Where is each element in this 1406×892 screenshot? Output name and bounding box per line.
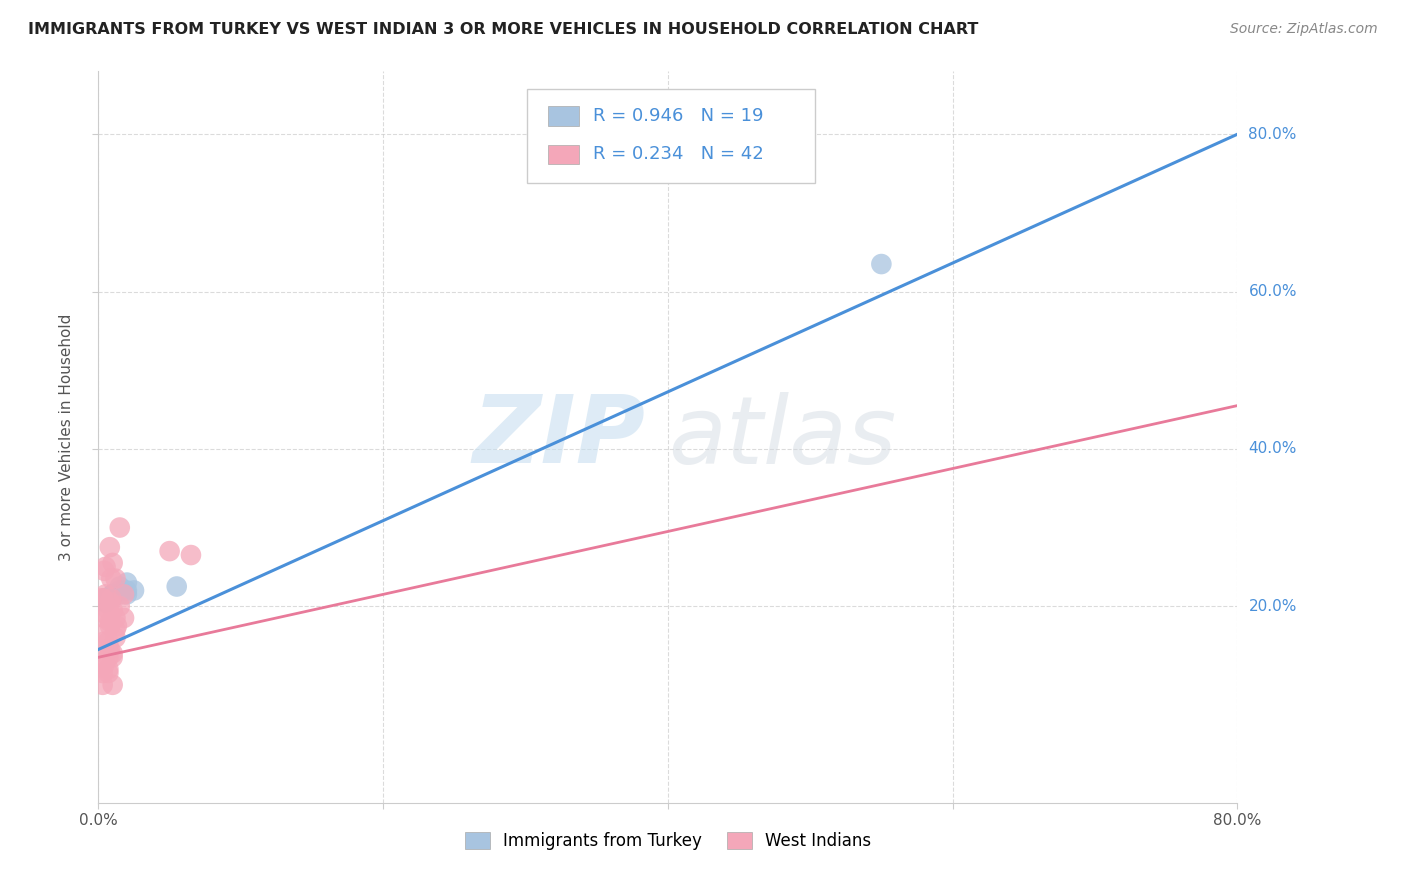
Point xyxy=(93,564,115,578)
Text: atlas: atlas xyxy=(668,392,896,483)
Text: Source: ZipAtlas.com: Source: ZipAtlas.com xyxy=(1230,22,1378,37)
Point xyxy=(101,587,124,601)
Point xyxy=(93,626,115,640)
Point xyxy=(94,591,117,606)
Point xyxy=(91,678,114,692)
Point xyxy=(98,591,121,606)
Point xyxy=(97,650,120,665)
Point xyxy=(93,654,115,668)
Point xyxy=(101,587,124,601)
Point xyxy=(108,583,131,598)
Point xyxy=(100,591,122,606)
Point xyxy=(98,595,121,609)
Point xyxy=(91,591,114,606)
Point xyxy=(97,642,120,657)
Text: R = 0.946   N = 19: R = 0.946 N = 19 xyxy=(593,107,763,125)
Point xyxy=(94,587,117,601)
Point xyxy=(101,650,124,665)
Point xyxy=(159,544,181,558)
Text: 80.0%: 80.0% xyxy=(1249,127,1296,142)
Point xyxy=(104,611,127,625)
Point xyxy=(97,634,120,648)
Point xyxy=(91,591,114,606)
Text: 20.0%: 20.0% xyxy=(1249,599,1296,614)
Point xyxy=(180,548,202,562)
Point xyxy=(93,658,115,673)
Point xyxy=(93,611,115,625)
Text: IMMIGRANTS FROM TURKEY VS WEST INDIAN 3 OR MORE VEHICLES IN HOUSEHOLD CORRELATIO: IMMIGRANTS FROM TURKEY VS WEST INDIAN 3 … xyxy=(28,22,979,37)
Point xyxy=(108,580,131,594)
Point xyxy=(98,642,121,657)
Point xyxy=(101,646,124,660)
Point xyxy=(101,556,124,570)
Point xyxy=(104,631,127,645)
Legend: Immigrants from Turkey, West Indians: Immigrants from Turkey, West Indians xyxy=(458,825,877,856)
Point xyxy=(98,619,121,633)
Point xyxy=(101,603,124,617)
Point xyxy=(108,520,131,534)
Point xyxy=(115,583,138,598)
Y-axis label: 3 or more Vehicles in Household: 3 or more Vehicles in Household xyxy=(59,313,75,561)
Point xyxy=(166,580,188,594)
Point xyxy=(97,662,120,676)
Point xyxy=(98,615,121,629)
Point xyxy=(115,587,138,601)
Point xyxy=(104,623,127,637)
Point xyxy=(97,603,120,617)
Point xyxy=(112,587,135,601)
Point xyxy=(104,572,127,586)
Text: 40.0%: 40.0% xyxy=(1249,442,1296,457)
Point xyxy=(101,587,124,601)
Point xyxy=(115,575,138,590)
Point xyxy=(94,607,117,621)
Point xyxy=(101,587,124,601)
Text: R = 0.234   N = 42: R = 0.234 N = 42 xyxy=(593,145,763,163)
Point xyxy=(112,611,135,625)
Point xyxy=(101,587,124,601)
Point xyxy=(105,619,128,633)
Point xyxy=(122,583,145,598)
Point xyxy=(108,599,131,614)
Point xyxy=(100,572,122,586)
Text: ZIP: ZIP xyxy=(472,391,645,483)
Point xyxy=(870,257,893,271)
Point xyxy=(108,583,131,598)
Point xyxy=(94,591,117,606)
Point xyxy=(98,540,121,554)
Point xyxy=(97,666,120,681)
Point xyxy=(91,666,114,681)
Point xyxy=(108,587,131,601)
Text: 60.0%: 60.0% xyxy=(1249,284,1296,299)
Point xyxy=(94,559,117,574)
Point xyxy=(93,634,115,648)
Point xyxy=(101,678,124,692)
Point xyxy=(94,595,117,609)
